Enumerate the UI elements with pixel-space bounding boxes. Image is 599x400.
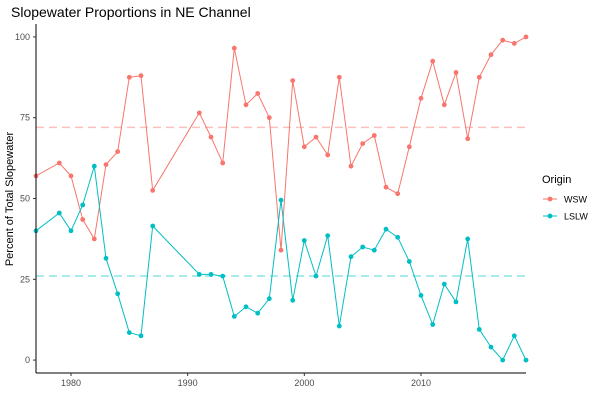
lslw-point <box>360 244 366 250</box>
x-tick-label: 1980 <box>61 378 81 388</box>
lslw-point <box>208 272 214 277</box>
lslw-point <box>523 357 529 363</box>
wsw-point <box>488 52 494 58</box>
wsw-point <box>115 149 121 155</box>
lslw-point <box>266 296 272 302</box>
y-tick-label: 25 <box>20 274 30 284</box>
wsw-series-line <box>35 36 527 251</box>
lslw-point <box>56 210 62 216</box>
lslw-point <box>383 226 389 232</box>
wsw-point <box>313 134 319 140</box>
wsw-point <box>80 217 86 222</box>
wsw-point <box>453 70 459 75</box>
wsw-point <box>103 162 109 168</box>
lslw-point <box>465 236 471 242</box>
wsw-point <box>68 173 74 179</box>
wsw-point <box>91 236 97 242</box>
wsw-point <box>56 160 62 166</box>
lslw-point <box>348 254 354 260</box>
wsw-point <box>371 133 377 138</box>
lslw-point <box>115 291 121 297</box>
lslw-point <box>395 234 401 240</box>
wsw-point <box>360 141 366 147</box>
wsw-legend-label: WSW <box>564 195 587 205</box>
wsw-point <box>138 73 144 79</box>
lslw-point <box>511 333 517 339</box>
wsw-point <box>465 136 471 142</box>
y-tick-label: 50 <box>20 194 30 204</box>
lslw-legend-marker <box>547 213 553 219</box>
wsw-point <box>523 34 529 40</box>
wsw-point <box>255 91 261 96</box>
lslw-point <box>301 238 307 243</box>
axis-ticks: 0 25 50 75 100 1980 1990 2000 2010 <box>15 32 431 388</box>
wsw-point <box>231 45 237 51</box>
chart-title: Slopewater Proportions in NE Channel <box>11 4 251 20</box>
legend-title: Origin <box>542 174 571 186</box>
y-tick-label: 75 <box>20 113 30 123</box>
plot-area <box>33 34 529 363</box>
wsw-point <box>476 74 482 80</box>
wsw-point <box>325 152 331 158</box>
wsw-point <box>243 102 249 108</box>
lslw-point <box>441 281 447 287</box>
wsw-point <box>336 74 342 80</box>
wsw-point <box>266 115 272 121</box>
wsw-point <box>395 191 401 197</box>
lslw-point <box>371 247 377 253</box>
x-tick-label: 1990 <box>178 378 198 388</box>
wsw-legend-marker <box>547 196 553 202</box>
y-tick-label: 100 <box>15 32 30 42</box>
lslw-point <box>325 233 331 239</box>
lslw-point <box>68 228 74 234</box>
lslw-point <box>103 255 109 261</box>
lslw-point <box>196 272 202 277</box>
wsw-point <box>511 41 517 46</box>
lslw-point <box>418 293 424 298</box>
wsw-point <box>208 134 214 140</box>
wsw-point <box>383 184 389 190</box>
lslw-point <box>138 333 144 339</box>
lslw-point <box>488 344 494 350</box>
lslw-point <box>220 273 226 279</box>
lslw-point <box>278 197 284 203</box>
lslw-point <box>80 202 86 208</box>
lslw-point <box>430 322 436 327</box>
lslw-point <box>231 314 237 319</box>
wsw-point <box>500 37 506 43</box>
lslw-point <box>476 327 482 332</box>
lslw-point <box>290 297 296 303</box>
lslw-point <box>150 223 156 229</box>
lslw-point <box>91 163 97 169</box>
lslw-series-line <box>35 166 527 361</box>
wsw-point <box>278 247 284 253</box>
wsw-point <box>441 102 447 108</box>
lslw-point <box>453 299 459 305</box>
wsw-point <box>126 74 132 80</box>
legend: Origin WSW LSLW <box>542 174 588 222</box>
lslw-legend-label: LSLW <box>564 212 588 222</box>
wsw-point <box>348 163 354 169</box>
wsw-point <box>220 160 226 166</box>
lslw-point <box>313 273 319 279</box>
lslw-point <box>255 310 261 316</box>
lslw-point <box>406 259 412 264</box>
wsw-point <box>290 78 296 83</box>
lslw-point <box>336 323 342 329</box>
x-tick-label: 2010 <box>411 378 431 388</box>
wsw-point <box>150 188 156 193</box>
wsw-point <box>301 144 307 150</box>
x-tick-label: 2000 <box>294 378 314 388</box>
lslw-point <box>243 304 249 310</box>
lslw-point <box>126 330 132 335</box>
y-axis-title: Percent of Total Slopewater <box>4 132 16 267</box>
wsw-point <box>196 110 202 116</box>
wsw-point <box>430 58 436 64</box>
y-tick-label: 0 <box>25 355 30 365</box>
lslw-point <box>500 357 506 363</box>
wsw-point <box>418 95 424 101</box>
wsw-point <box>406 144 412 150</box>
